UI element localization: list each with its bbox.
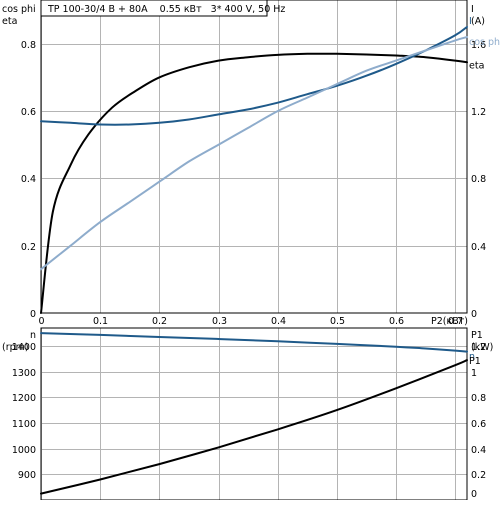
x-tick-label: 0.4 [271, 316, 286, 327]
top-left-axis-label-line2: eta [2, 16, 17, 27]
bottom-right-tick-label: 0.6 [471, 419, 486, 430]
x-tick-label: 0.5 [330, 316, 345, 327]
bottom-right-axis-label-line2: (kW) [471, 342, 493, 353]
chart-title: TP 100-30/4 B + 80A 0.55 кВт 3* 400 V, 5… [47, 4, 285, 15]
bottom-right-tick-label: 0.4 [471, 445, 486, 456]
x-tick-label: 0 [38, 316, 44, 327]
x-tick-label: 0.1 [93, 316, 108, 327]
x-tick-label: 0.2 [152, 316, 167, 327]
bottom-right-axis-label-line1: P1 [471, 330, 483, 341]
series-label-I: I [469, 16, 472, 27]
series-line-eta [40, 52, 468, 314]
bottom-left-tick-label: 1200 [12, 393, 36, 404]
series-label-eta: eta [469, 60, 484, 71]
top-right-axis-label-line1: I [471, 4, 474, 15]
bottom-left-axis-label-line1: n [30, 330, 36, 341]
bottom-right-tick-label: 0 [471, 489, 477, 500]
bottom-plot-series: nP1 [40, 332, 481, 495]
bottom-right-tick-label: 0.2 [471, 470, 486, 481]
series-line-I [40, 25, 468, 126]
top-left-axis-label-line1: cos phi [2, 4, 36, 15]
top-left-tick-label: 0.6 [21, 107, 36, 118]
top-plot-ticks: 0 0.1 0.2 0.3 0.4 0.5 0.6 0.7 0 0.2 0.4 0.6 0.8 0 0.4 0… [21, 40, 486, 327]
bottom-plot-ticks: 900 1000 1100 1200 1300 1400 0 0.2 0.4 0.6 0.8 1 1.2 [12, 342, 486, 500]
x-axis-label: P2(кВт) [431, 316, 468, 327]
top-left-tick-label: 0 [30, 309, 36, 320]
title-box [40, 0, 268, 17]
series-line-P1 [40, 359, 468, 495]
top-plot-grid [41, 0, 467, 313]
bottom-left-tick-label: 1300 [12, 368, 36, 379]
bottom-right-tick-label: 0.8 [471, 393, 486, 404]
top-right-tick-label: 0 [471, 309, 477, 320]
top-right-axis-label-line2: (A) [471, 16, 485, 27]
top-left-tick-label: 0.4 [21, 174, 36, 185]
bottom-right-tick-label: 1 [471, 368, 477, 379]
series-label-P1: P1 [469, 356, 481, 367]
top-left-tick-label: 0.2 [21, 242, 36, 253]
top-left-tick-label: 0.8 [21, 40, 36, 51]
series-line-cos-phi [40, 36, 468, 271]
series-label-n: n [469, 352, 475, 363]
top-right-tick-label: 1.2 [471, 107, 486, 118]
bottom-left-tick-label: 1000 [12, 445, 36, 456]
series-line-n [40, 332, 468, 353]
series-label-cos-phi: cos phi [469, 37, 500, 48]
top-right-tick-label: 0.4 [471, 242, 486, 253]
top-right-tick-label: 0.8 [471, 174, 486, 185]
x-tick-label: 0.7 [448, 316, 463, 327]
x-tick-label: 0.6 [389, 316, 404, 327]
top-right-tick-label: 1.6 [471, 40, 486, 51]
bottom-left-tick-label: 900 [18, 470, 36, 481]
bottom-left-tick-label: 1100 [12, 419, 36, 430]
x-tick-label: 0.3 [212, 316, 227, 327]
bottom-left-axis-label-line2: (rpm) [2, 342, 29, 353]
bottom-left-tick-label: 1400 [12, 342, 36, 353]
top-plot-frame [40, 0, 468, 314]
bottom-right-tick-label: 1.2 [471, 342, 486, 353]
